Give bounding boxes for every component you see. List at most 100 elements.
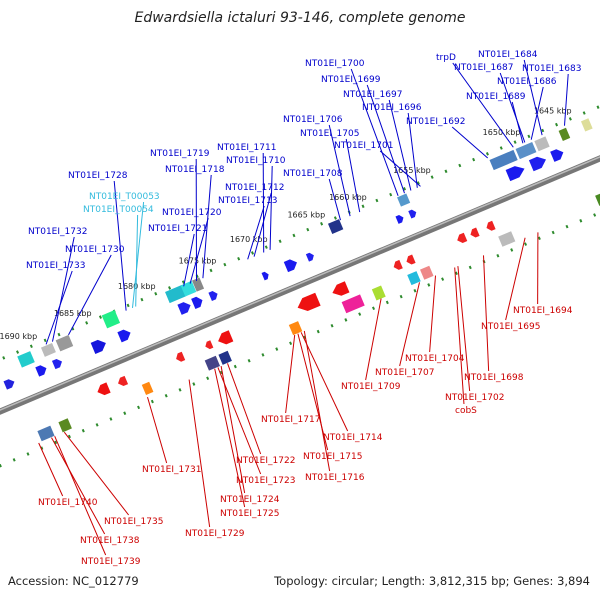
forward-gene-2 [3, 379, 15, 390]
label-leader [511, 101, 524, 144]
reverse-block-2 [58, 418, 72, 433]
feature-label: NT01EI_1700 [305, 59, 365, 69]
label-leader [457, 266, 471, 392]
label-leader [452, 62, 514, 148]
forward-block-14 [558, 127, 571, 142]
feature-label: NT01EI_1697 [343, 90, 402, 100]
forward-gene-17 [550, 149, 564, 162]
feature-label: NT01EI_1714 [323, 433, 383, 443]
feature-label: NT01EI_1701 [334, 141, 393, 151]
feature-label: NT01EI_1684 [478, 50, 538, 60]
feature-label: NT01EI_1730 [65, 245, 125, 255]
label-leader [499, 72, 526, 143]
label-leader [379, 150, 421, 187]
feature-label: NT01EI_1705 [300, 129, 359, 139]
reverse-gene-8 [393, 259, 403, 270]
forward-gene-13 [395, 215, 404, 224]
label-leader [454, 267, 465, 405]
reverse-gene-6 [297, 292, 321, 312]
feature-label: NT01EI_1689 [466, 92, 526, 102]
forward-gene-9 [208, 290, 218, 301]
forward-block-11 [489, 149, 518, 171]
forward-block-13 [534, 136, 550, 152]
reverse-block-12 [595, 191, 600, 206]
kbp-tick-label: 1660 kbp [329, 193, 367, 202]
reverse-block-5 [218, 350, 232, 365]
reverse-block-8 [371, 285, 386, 301]
label-leader [51, 437, 106, 535]
forward-gene-4 [51, 358, 62, 370]
feature-label: NT01EI_1702 [445, 393, 504, 403]
label-leader [328, 124, 351, 217]
reverse-gene-9 [406, 254, 416, 265]
feature-label: NT01EI_1739 [81, 557, 141, 567]
forward-gene-16 [528, 156, 546, 172]
reverse-block-9 [407, 271, 421, 286]
feature-labels: trpD NT01EI_1684 NT01EI_1683 NT01EI_1687 NT0… [26, 50, 581, 567]
feature-label: NT01EI_1728 [68, 171, 128, 181]
forward-block-4 [55, 334, 74, 352]
feature-label: NT01EI_1704 [405, 354, 465, 364]
reverse-block-10 [420, 265, 434, 280]
feature-label: NT01EI_1708 [283, 169, 343, 179]
feature-label: NT01EI_1707 [375, 368, 434, 378]
forward-gene-11 [283, 259, 297, 273]
feature-label: NT01EI_1711 [217, 143, 276, 153]
backbone-highlight [0, 156, 600, 411]
feature-label: NT01EI_1695 [481, 322, 540, 332]
feature-label: NT01EI_1719 [150, 149, 210, 159]
forward-block-6 [165, 285, 187, 304]
label-leader [183, 233, 195, 287]
feature-label: NT01EI_1683 [522, 64, 581, 74]
feature-label: NT01EI_1686 [497, 77, 557, 87]
label-leader [113, 180, 127, 311]
label-leader [523, 59, 543, 136]
label-leader [407, 112, 418, 188]
forward-block-5 [101, 310, 121, 329]
feature-label: NT01EI_1717 [261, 415, 320, 425]
label-leader [63, 431, 130, 516]
forward-gene-10 [261, 271, 269, 281]
label-leader [345, 138, 361, 213]
feature-label: NT01EI_1716 [305, 473, 365, 483]
feature-label: NT01EI_1709 [341, 382, 401, 392]
kbp-tick-label: 1665 kbp [287, 211, 325, 220]
map-title: Edwardsiella ictaluri 93-146, complete g… [134, 10, 466, 26]
feature-label: NT01EI_1696 [362, 103, 422, 113]
feature-track [3, 118, 600, 442]
label-leader [285, 334, 296, 414]
reverse-gene-3 [176, 351, 186, 362]
feature-label: NT01EI_1732 [28, 227, 87, 237]
forward-gene-8 [191, 296, 203, 310]
feature-label: NT01EI_1713 [218, 196, 277, 206]
kbp-tick-label: 1645 kbp [534, 107, 572, 116]
label-leader [68, 254, 112, 336]
label-leader [483, 255, 490, 372]
label-leader [429, 275, 437, 353]
feature-label: NT01EI_1724 [220, 495, 280, 505]
label-leader [365, 298, 382, 381]
forward-gene-6 [117, 329, 131, 343]
feature-label: NT01EI_1740 [38, 498, 98, 508]
reverse-block-3 [141, 381, 154, 395]
label-leader [350, 68, 399, 197]
label-leader [300, 332, 349, 432]
feature-label: NT01EI_1706 [283, 115, 343, 125]
forward-gene-14 [408, 209, 417, 219]
feature-label: NT01EI_T00053 [89, 192, 160, 202]
label-leader [214, 368, 246, 508]
feature-label: NT01EI_1718 [165, 165, 225, 175]
kbp-tick-label: 1675 kbp [179, 256, 217, 265]
feature-label: NT01EI_1692 [406, 117, 465, 127]
kbp-tick-label: 1655 kbp [393, 166, 431, 175]
feature-label: NT01EI_1715 [303, 452, 362, 462]
reverse-gene-10 [457, 232, 468, 243]
forward-gene-15 [505, 166, 525, 182]
feature-label: NT01EI_1729 [185, 529, 245, 539]
reverse-gene-1 [97, 382, 111, 396]
reverse-gene-2 [118, 375, 129, 387]
label-leader [505, 237, 526, 321]
feature-label: trpD [436, 53, 456, 63]
label-leader [135, 214, 139, 307]
